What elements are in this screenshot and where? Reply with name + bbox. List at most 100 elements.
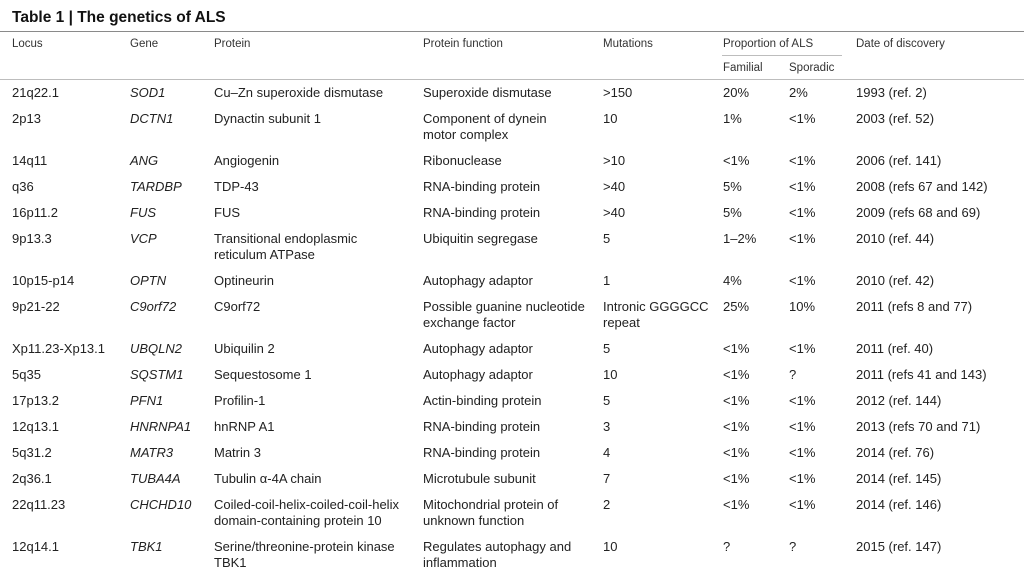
cell-date: 2010 (ref. 44) xyxy=(856,231,934,247)
cell-gene-line: TBK1 xyxy=(130,539,163,554)
cell-protein: Cu–Zn superoxide dismutase xyxy=(214,85,383,101)
cell-mutations-line: 10 xyxy=(603,539,618,554)
cell-date: 2008 (refs 67 and 142) xyxy=(856,179,988,195)
cell-locus: 22q11.23 xyxy=(12,497,65,513)
cell-gene-line: VCP xyxy=(130,231,157,246)
cell-protein: Coiled-coil-helix-coiled-coil-helix domai… xyxy=(214,497,399,529)
cell-familial: ? xyxy=(723,539,730,555)
cell-familial-line: 1–2% xyxy=(723,231,757,246)
cell-familial: 25% xyxy=(723,299,749,315)
cell-gene-line: FUS xyxy=(130,205,156,220)
cell-sporadic: <1% xyxy=(789,273,815,289)
cell-familial: <1% xyxy=(723,393,749,409)
cell-gene: OPTN xyxy=(130,273,166,289)
cell-locus: 12q14.1 xyxy=(12,539,59,555)
cell-date: 1993 (ref. 2) xyxy=(856,85,927,101)
cell-date: 2010 (ref. 42) xyxy=(856,273,934,289)
cell-protein-function: Mitochondrial protein of unknown function xyxy=(423,497,558,529)
cell-locus: 21q22.1 xyxy=(12,85,59,101)
cell-protein-function-line: RNA-binding protein xyxy=(423,205,541,220)
cell-locus-line: 9p21-22 xyxy=(12,299,60,314)
cell-mutations-line: >150 xyxy=(603,85,633,100)
cell-protein-function: Regulates autophagy and inflammation xyxy=(423,539,571,571)
header-gene: Gene xyxy=(130,38,159,50)
cell-sporadic-line: 2% xyxy=(789,85,808,100)
proportion-subrule xyxy=(722,55,842,56)
cell-date-line: 2014 (ref. 76) xyxy=(856,445,935,460)
cell-gene: TBK1 xyxy=(130,539,163,555)
cell-sporadic: <1% xyxy=(789,179,815,195)
cell-protein-function-line: Microtubule subunit xyxy=(423,471,536,486)
cell-protein-function-line: RNA-binding protein xyxy=(423,445,541,460)
cell-protein-function: RNA-binding protein xyxy=(423,445,540,461)
cell-locus-line: 14q11 xyxy=(12,153,48,168)
cell-gene: FUS xyxy=(130,205,156,221)
cell-protein-function: Ribonuclease xyxy=(423,153,502,169)
cell-locus: 12q13.1 xyxy=(12,419,59,435)
cell-familial-line: <1% xyxy=(723,367,750,382)
cell-mutations: >10 xyxy=(603,153,625,169)
cell-protein: Optineurin xyxy=(214,273,274,289)
cell-protein-line: Angiogenin xyxy=(214,153,280,168)
cell-gene: PFN1 xyxy=(130,393,163,409)
cell-gene: UBQLN2 xyxy=(130,341,182,357)
cell-familial-line: <1% xyxy=(723,445,750,460)
cell-protein-line: Transitional endoplasmic xyxy=(214,231,358,246)
cell-gene-line: SQSTM1 xyxy=(130,367,184,382)
cell-mutations: 10 xyxy=(603,111,617,127)
cell-familial-line: 4% xyxy=(723,273,742,288)
cell-mutations-line: Intronic GGGGCC xyxy=(603,299,709,314)
cell-mutations-line: 10 xyxy=(603,111,618,126)
cell-protein-line: Tubulin α-4A chain xyxy=(214,471,322,486)
cell-sporadic-line: <1% xyxy=(789,471,816,486)
header-top-rule xyxy=(0,31,1024,32)
cell-date-line: 2011 (ref. 40) xyxy=(856,341,934,356)
cell-protein-line: Cu–Zn superoxide dismutase xyxy=(214,85,384,100)
cell-date: 2014 (ref. 76) xyxy=(856,445,934,461)
cell-mutations: >40 xyxy=(603,179,625,195)
cell-gene: TARDBP xyxy=(130,179,182,195)
cell-familial-line: <1% xyxy=(723,341,750,356)
cell-protein-function: Superoxide dismutase xyxy=(423,85,552,101)
cell-mutations-line: 1 xyxy=(603,273,611,288)
cell-mutations: 10 xyxy=(603,367,617,383)
cell-sporadic: <1% xyxy=(789,419,815,435)
cell-familial-line: <1% xyxy=(723,393,750,408)
cell-familial: <1% xyxy=(723,341,749,357)
cell-gene: CHCHD10 xyxy=(130,497,191,513)
cell-sporadic: <1% xyxy=(789,445,815,461)
cell-sporadic: <1% xyxy=(789,153,815,169)
cell-sporadic: <1% xyxy=(789,471,815,487)
cell-protein-function: RNA-binding protein xyxy=(423,179,540,195)
cell-mutations: 5 xyxy=(603,341,610,357)
cell-familial-line: <1% xyxy=(723,497,750,512)
cell-locus-line: 10p15-p14 xyxy=(12,273,75,288)
header-sporadic: Sporadic xyxy=(789,62,835,74)
cell-locus: 9p13.3 xyxy=(12,231,52,247)
cell-protein-function: RNA-binding protein xyxy=(423,419,540,435)
cell-protein-function: Autophagy adaptor xyxy=(423,367,533,383)
cell-protein: TDP-43 xyxy=(214,179,259,195)
cell-protein-function: Actin-binding protein xyxy=(423,393,542,409)
cell-protein-function-line: Ribonuclease xyxy=(423,153,502,168)
cell-protein-function: Ubiquitin segregase xyxy=(423,231,538,247)
cell-mutations-line: 4 xyxy=(603,445,611,460)
cell-date-line: 2011 (refs 8 and 77) xyxy=(856,299,973,314)
cell-mutations-line: repeat xyxy=(603,315,640,330)
cell-sporadic: <1% xyxy=(789,393,815,409)
cell-locus-line: 2q36.1 xyxy=(12,471,52,486)
cell-mutations-line: 2 xyxy=(603,497,611,512)
cell-familial: <1% xyxy=(723,367,749,383)
cell-protein-function-line: Mitochondrial protein of xyxy=(423,497,559,512)
cell-familial: <1% xyxy=(723,445,749,461)
cell-sporadic: ? xyxy=(789,539,796,555)
cell-sporadic-line: <1% xyxy=(789,179,816,194)
cell-locus-line: 16p11.2 xyxy=(12,205,59,220)
cell-date: 2003 (ref. 52) xyxy=(856,111,934,127)
cell-familial: 1% xyxy=(723,111,742,127)
cell-protein-function: RNA-binding protein xyxy=(423,205,540,221)
cell-gene-line: UBQLN2 xyxy=(130,341,183,356)
cell-date: 2011 (refs 41 and 143) xyxy=(856,367,987,383)
cell-mutations: >150 xyxy=(603,85,632,101)
cell-familial-line: ? xyxy=(723,539,731,554)
